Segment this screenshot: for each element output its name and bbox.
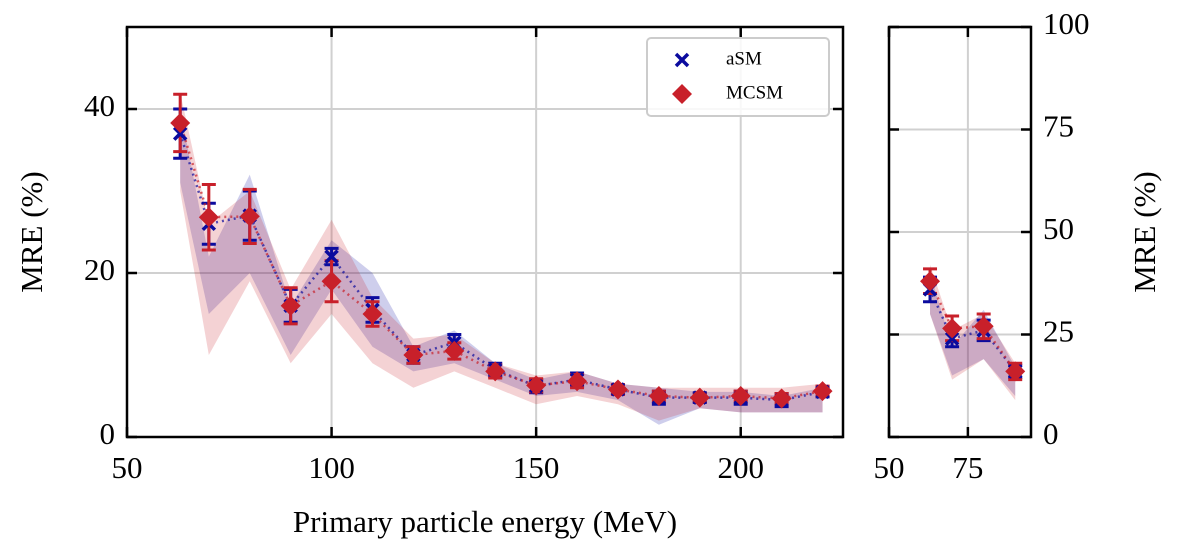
marker bbox=[324, 249, 339, 264]
marker bbox=[920, 271, 941, 292]
marker bbox=[1005, 361, 1026, 382]
marker bbox=[973, 316, 994, 337]
x-tick-label: 200 bbox=[717, 450, 764, 485]
marker bbox=[362, 304, 383, 324]
marker bbox=[485, 361, 506, 382]
marker bbox=[730, 386, 751, 406]
error-band bbox=[930, 273, 1016, 396]
marker bbox=[321, 271, 342, 292]
plot-area bbox=[889, 27, 1031, 437]
x-tick-label: 50 bbox=[112, 450, 143, 485]
y-axis-label: MRE (%) bbox=[1127, 171, 1162, 292]
series-line bbox=[178, 122, 823, 400]
marker bbox=[567, 371, 588, 392]
x-tick-label: 50 bbox=[874, 450, 905, 485]
x-axis-label: Primary particle energy (MeV) bbox=[293, 504, 677, 539]
legend-label: MCSM bbox=[726, 82, 783, 103]
x-tick-label: 100 bbox=[308, 450, 355, 485]
marker bbox=[403, 345, 424, 365]
marker bbox=[239, 206, 260, 227]
y-tick-label: 50 bbox=[1043, 211, 1074, 246]
legend-box bbox=[646, 37, 830, 117]
y-tick-label: 0 bbox=[100, 416, 116, 451]
marker bbox=[672, 84, 692, 104]
marker bbox=[170, 112, 191, 133]
marker bbox=[942, 318, 963, 339]
marker bbox=[674, 52, 690, 68]
error-band bbox=[930, 264, 1016, 401]
plot-area bbox=[127, 27, 843, 437]
marker bbox=[607, 379, 628, 400]
y-tick-label: 0 bbox=[1043, 416, 1059, 451]
x-tick-label: 150 bbox=[513, 450, 560, 485]
marker bbox=[944, 331, 960, 346]
x-tick-label: 75 bbox=[952, 450, 983, 485]
marker bbox=[771, 388, 792, 409]
y-tick-label: 40 bbox=[84, 88, 115, 123]
marker bbox=[198, 207, 219, 228]
y-tick-label: 25 bbox=[1043, 314, 1074, 349]
y-tick-label: 100 bbox=[1043, 6, 1090, 41]
marker bbox=[172, 126, 188, 141]
marker bbox=[812, 381, 833, 402]
error-band bbox=[180, 92, 823, 421]
legend: aSM MCSM bbox=[646, 37, 830, 117]
marker bbox=[444, 340, 465, 361]
marker bbox=[648, 386, 669, 406]
y-axis-label: MRE (%) bbox=[14, 171, 49, 292]
marker bbox=[689, 387, 710, 408]
marker bbox=[526, 375, 547, 396]
marker bbox=[280, 295, 301, 316]
axes-frame bbox=[125, 25, 845, 439]
series-line bbox=[928, 280, 1017, 373]
y-tick-label: 20 bbox=[84, 252, 115, 287]
legend-label: aSM bbox=[726, 48, 762, 69]
y-tick-label: 75 bbox=[1043, 109, 1074, 144]
